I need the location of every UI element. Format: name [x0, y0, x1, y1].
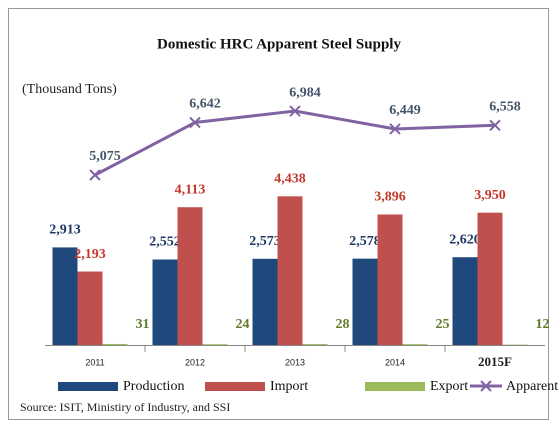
bar: [77, 271, 103, 345]
data-label: 6,449: [389, 103, 421, 118]
data-label: 5,075: [89, 149, 121, 164]
x-tick-label: 2013: [285, 357, 305, 367]
x-tick-label: 2014: [385, 357, 405, 367]
bar: [302, 344, 328, 345]
legend-label: Import: [270, 379, 308, 394]
bar: [152, 259, 178, 345]
data-label: 3,950: [474, 188, 506, 203]
source-note: Source: ISIT, Ministiry of Industry, and…: [20, 400, 230, 414]
data-label: 2,573: [249, 234, 281, 249]
line-marker: [189, 116, 201, 129]
bar: [452, 257, 478, 345]
x-tick-label: 2015F: [478, 354, 512, 369]
data-label: 28: [336, 317, 350, 332]
data-label: 2,193: [74, 247, 106, 262]
x-tick-label: 2011: [85, 357, 104, 367]
line-marker: [89, 169, 101, 181]
chart-title: Domestic HRC Apparent Steel Supply: [157, 36, 401, 52]
legend-swatch: [205, 382, 265, 391]
data-label: 25: [436, 317, 450, 332]
bar: [477, 212, 503, 345]
bar: [177, 207, 203, 345]
bar: [277, 196, 303, 345]
legend-swatch: [365, 382, 425, 391]
data-label: 4,438: [274, 172, 306, 187]
data-label: 4,113: [175, 182, 206, 197]
legend-label: Apparent: [506, 379, 558, 394]
bar: [402, 344, 428, 345]
data-label: 6,984: [289, 85, 321, 100]
bar: [252, 258, 278, 345]
data-label: 24: [236, 317, 250, 332]
data-label: 2,913: [49, 223, 81, 238]
data-label: 2,620: [449, 232, 481, 247]
bar: [102, 343, 128, 345]
unit-label: (Thousand Tons): [22, 82, 117, 97]
data-label: 2,552: [149, 235, 181, 250]
x-tick-label: 2012: [185, 357, 205, 367]
bar: [377, 214, 403, 345]
legend-swatch: [58, 382, 118, 391]
data-label: 6,558: [489, 100, 521, 115]
data-label: 3,896: [374, 190, 406, 205]
data-label: 2,578: [349, 234, 381, 249]
bar: [52, 247, 78, 345]
bar: [352, 258, 378, 345]
line-marker: [489, 119, 501, 132]
bar: [202, 344, 228, 345]
data-label: 12: [536, 317, 550, 332]
legend-label: Export: [430, 379, 468, 394]
line-marker: [289, 105, 301, 117]
data-label: 31: [136, 317, 150, 332]
data-label: 6,642: [189, 97, 221, 112]
line-marker: [389, 123, 401, 135]
legend-swatch-marker: [480, 380, 492, 392]
legend-label: Production: [123, 379, 184, 394]
